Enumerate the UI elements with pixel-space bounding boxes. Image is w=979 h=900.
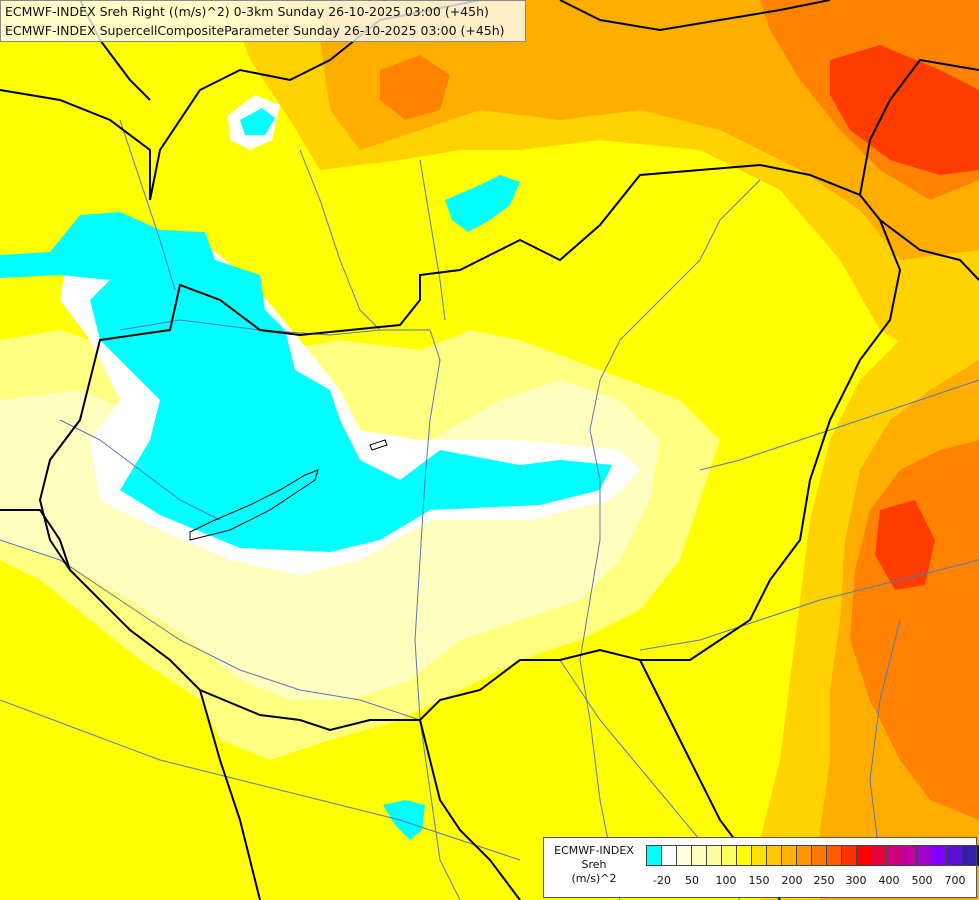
border-serbia [419,719,521,900]
field-negative-south [383,800,425,840]
legend-swatch [661,845,677,866]
legend-swatch [766,845,782,866]
legend-swatch [826,845,842,866]
legend-tick-label: 700 [944,874,966,887]
legend-swatch [796,845,812,866]
legend-swatch [976,845,979,866]
legend-swatch [676,845,692,866]
river-olt [869,619,901,861]
river-sava [0,699,521,861]
river-raba [59,419,221,521]
legend-tick-label: 150 [748,874,770,887]
legend-swatch [691,845,707,866]
title-line-2: ECMWF-INDEX SupercellCompositeParameter … [5,23,505,38]
river-mures [639,559,979,651]
legend-swatch [736,845,752,866]
field-deep-orange-blob [380,55,450,120]
legend-tick-label: 200 [781,874,803,887]
legend-label: ECMWF-INDEX Sreh (m/s)^2 [544,844,644,886]
legend-tick-label: 250 [813,874,835,887]
legend-swatch [721,845,737,866]
legend-swatch [751,845,767,866]
legend-swatch [811,845,827,866]
lake-balaton [189,469,319,541]
legend-tick-label: 50 [685,874,699,887]
border-ukraine [859,58,979,196]
legend-unit: (m/s)^2 [571,872,617,885]
field-red-northeast [830,45,979,175]
legend-source: ECMWF-INDEX [554,844,634,857]
lake-small [369,439,388,451]
legend-swatch [646,845,662,866]
river-somes [699,379,979,471]
legend-swatch [886,845,902,866]
legend-swatch [856,845,872,866]
legend-swatches [646,845,979,866]
legend-swatch [961,845,977,866]
legend-variable: Sreh [581,858,607,871]
river-layer [0,119,979,900]
legend-swatch [946,845,962,866]
river-danube [119,319,461,900]
field-negative-west [0,212,612,552]
title-line-1: ECMWF-INDEX Sreh Right ((m/s)^2) 0-3km S… [5,4,489,19]
map-title-box: ECMWF-INDEX Sreh Right ((m/s)^2) 0-3km S… [0,0,526,42]
legend-tick-label: 500 [911,874,933,887]
field-red-east [875,500,935,590]
river-tisza [579,179,761,900]
legend-swatch [706,845,722,866]
legend-swatch [781,845,797,866]
legend-ticks: -20 50 100 150 200 250 300 400 500 700 [646,874,976,890]
river-hron [419,159,446,321]
legend-swatch [916,845,932,866]
legend-swatch [931,845,947,866]
legend-swatch [901,845,917,866]
border-romania-east [879,219,979,281]
legend-tick-label: -20 [653,874,671,887]
border-hungary [38,163,902,732]
border-poland [559,0,831,32]
legend-swatch [871,845,887,866]
legend-tick-label: 400 [878,874,900,887]
legend-tick-label: 100 [715,874,737,887]
river-vah [299,149,381,331]
border-croatia [0,509,71,571]
river-drava [0,539,421,721]
border-bosnia [199,689,261,900]
river-morava [119,119,176,291]
border-austria [0,89,151,200]
field-negative-north [445,175,520,232]
legend-swatch [841,845,857,866]
legend-tick-label: 300 [845,874,867,887]
color-legend: ECMWF-INDEX Sreh (m/s)^2 -20 50 100 150 200 2… [543,837,979,898]
field-negative-north-small [240,108,275,135]
